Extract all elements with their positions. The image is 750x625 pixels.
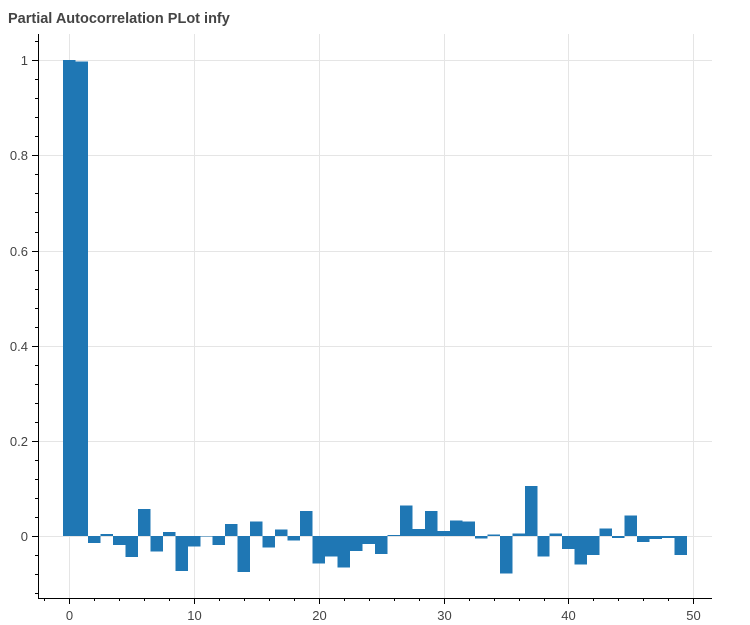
y-tick-label: 0.2 (10, 434, 28, 449)
bar (449, 520, 463, 537)
x-tick-label: 10 (187, 608, 201, 623)
bar (312, 536, 326, 564)
x-tick-label: 30 (437, 608, 451, 623)
bar (325, 536, 338, 557)
bar (462, 521, 475, 537)
bar (562, 536, 575, 549)
bar (599, 528, 613, 537)
bar (375, 536, 388, 555)
bar (649, 536, 663, 539)
bar (150, 536, 163, 552)
bar (524, 486, 538, 537)
bars-layer (62, 60, 688, 574)
bar (399, 505, 413, 537)
bar (437, 530, 450, 537)
bar (237, 536, 251, 572)
bar (424, 510, 438, 537)
bar (387, 535, 400, 537)
y-tick-label: 0.8 (10, 148, 28, 163)
y-tick-label: 0.6 (10, 244, 28, 259)
bar (350, 536, 363, 551)
bar (175, 536, 188, 571)
bar (200, 536, 213, 537)
x-tick-label: 20 (312, 608, 326, 623)
bar (662, 536, 675, 539)
bar (637, 536, 650, 542)
bar (587, 536, 600, 556)
bar (125, 536, 138, 558)
bar (499, 536, 513, 574)
x-tick-label: 40 (561, 608, 575, 623)
bar (275, 529, 288, 537)
bar (62, 60, 76, 537)
bar (412, 528, 425, 537)
bar (674, 536, 688, 556)
bar (250, 521, 263, 537)
axes-layer (32, 34, 712, 604)
bar (262, 536, 276, 548)
bar (300, 510, 313, 537)
bar (137, 508, 151, 537)
bar (549, 533, 563, 537)
bar (75, 61, 88, 537)
bar (362, 536, 375, 545)
bar (162, 531, 176, 537)
bar (87, 536, 101, 543)
chart-title: Partial Autocorrelation PLot infy (8, 11, 230, 27)
bar (100, 534, 113, 537)
x-tick-label: 0 (66, 608, 73, 623)
y-tick-label: 0.4 (10, 339, 28, 354)
x-tick-label: 50 (686, 608, 700, 623)
bar (225, 524, 238, 537)
y-tick-label: 1 (21, 53, 28, 68)
bar (187, 536, 201, 547)
bar (337, 536, 351, 568)
bar (574, 536, 588, 565)
bar (612, 536, 625, 539)
bar (624, 515, 638, 537)
y-tick-label: 0 (21, 529, 28, 544)
bar (287, 536, 301, 541)
bar (487, 534, 500, 537)
bar (537, 536, 550, 557)
bar (112, 536, 126, 546)
bar (212, 536, 226, 546)
bar (474, 536, 488, 539)
tick-labels-layer: 0 10 20 30 40 50 0 0.2 0.4 0.6 0.8 1 (10, 53, 701, 623)
bar (512, 533, 525, 537)
